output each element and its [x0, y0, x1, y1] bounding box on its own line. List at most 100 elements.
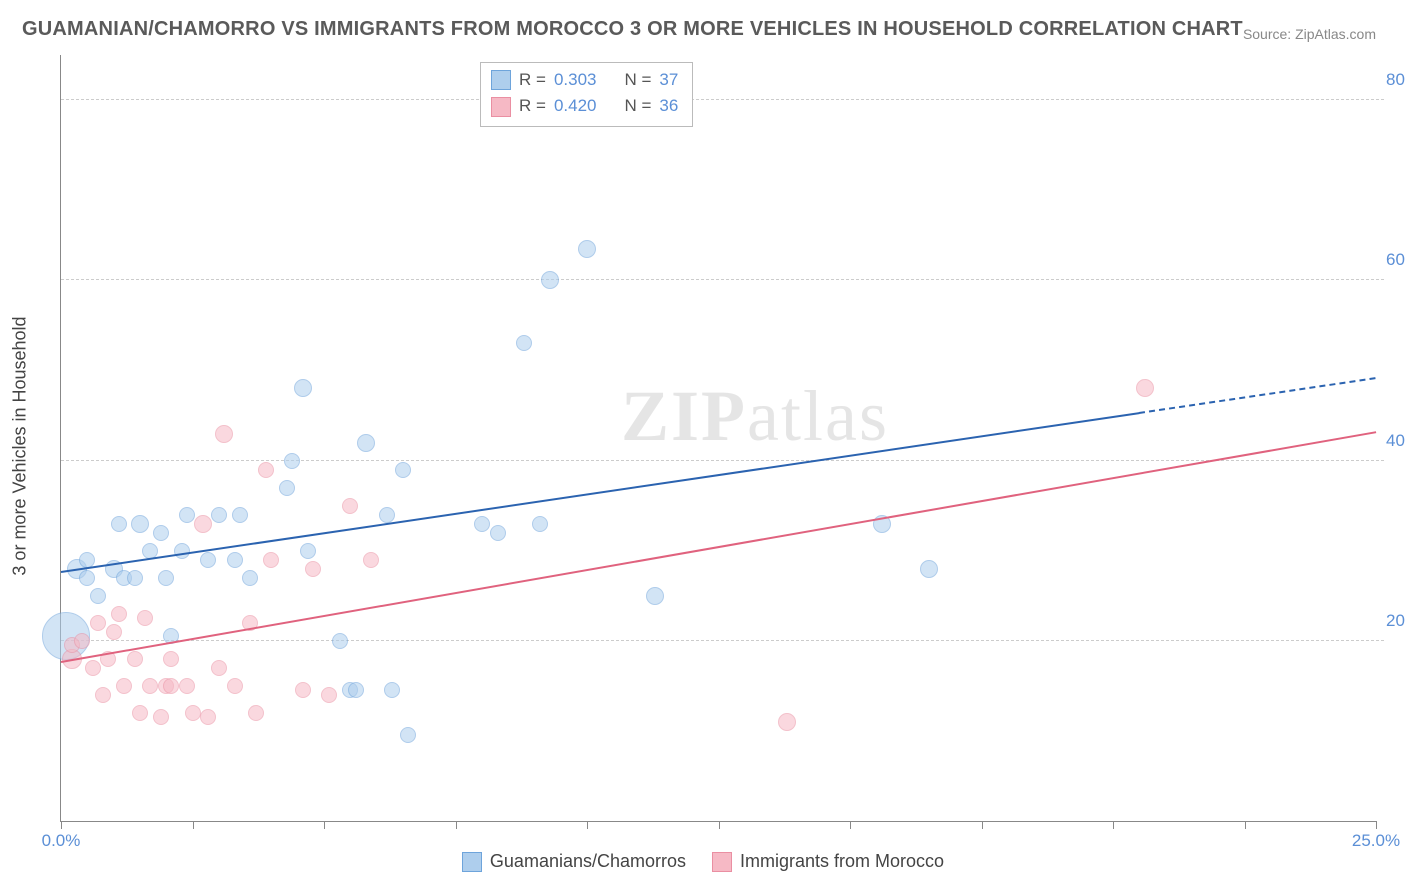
data-point-morocco — [142, 678, 158, 694]
data-point-guamanians — [920, 560, 938, 578]
x-tick — [324, 821, 325, 829]
r-label: R = — [519, 93, 546, 119]
data-point-morocco — [194, 515, 212, 533]
data-point-guamanians — [174, 543, 190, 559]
legend-label: Immigrants from Morocco — [740, 851, 944, 872]
n-label: N = — [624, 93, 651, 119]
trend-line-guamanians — [1139, 377, 1376, 414]
y-tick-label: 40.0% — [1386, 431, 1406, 451]
data-point-morocco — [163, 651, 179, 667]
data-point-guamanians — [646, 587, 664, 605]
data-point-guamanians — [200, 552, 216, 568]
legend: Guamanians/Chamorros Immigrants from Moro… — [0, 851, 1406, 872]
legend-item-morocco: Immigrants from Morocco — [712, 851, 944, 872]
data-point-guamanians — [400, 727, 416, 743]
data-point-morocco — [116, 678, 132, 694]
x-tick-label: 25.0% — [1352, 831, 1400, 851]
data-point-guamanians — [379, 507, 395, 523]
data-point-guamanians — [242, 570, 258, 586]
data-point-guamanians — [578, 240, 596, 258]
data-point-morocco — [95, 687, 111, 703]
data-point-morocco — [342, 498, 358, 514]
legend-swatch — [462, 852, 482, 872]
data-point-morocco — [263, 552, 279, 568]
n-label: N = — [624, 67, 651, 93]
source-prefix: Source: — [1243, 26, 1295, 42]
data-point-guamanians — [232, 507, 248, 523]
x-tick — [1113, 821, 1114, 829]
x-tick — [982, 821, 983, 829]
data-point-morocco — [127, 651, 143, 667]
data-point-guamanians — [357, 434, 375, 452]
stats-row-guamanians: R = 0.303 N = 37 — [491, 67, 678, 93]
data-point-morocco — [111, 606, 127, 622]
data-point-guamanians — [131, 515, 149, 533]
data-point-morocco — [211, 660, 227, 676]
data-point-morocco — [179, 678, 195, 694]
scatter-chart: ZIPatlas 20.0%40.0%60.0%80.0%0.0%25.0% — [60, 55, 1376, 822]
data-point-guamanians — [541, 271, 559, 289]
data-point-guamanians — [90, 588, 106, 604]
y-axis-title: 3 or more Vehicles in Household — [10, 316, 31, 575]
data-point-morocco — [200, 709, 216, 725]
data-point-morocco — [163, 678, 179, 694]
data-point-morocco — [215, 425, 233, 443]
watermark-atlas: atlas — [747, 376, 889, 456]
gridline-h — [61, 279, 1384, 280]
r-value: 0.420 — [554, 93, 597, 119]
data-point-morocco — [248, 705, 264, 721]
n-value: 36 — [659, 93, 678, 119]
source-attribution: Source: ZipAtlas.com — [1243, 26, 1376, 42]
data-point-guamanians — [111, 516, 127, 532]
data-point-guamanians — [332, 633, 348, 649]
data-point-morocco — [1136, 379, 1154, 397]
x-tick — [587, 821, 588, 829]
data-point-morocco — [185, 705, 201, 721]
data-point-guamanians — [384, 682, 400, 698]
data-point-morocco — [153, 709, 169, 725]
legend-swatch — [712, 852, 732, 872]
data-point-guamanians — [532, 516, 548, 532]
data-point-morocco — [137, 610, 153, 626]
y-tick-label: 80.0% — [1386, 70, 1406, 90]
legend-swatch — [491, 70, 511, 90]
data-point-morocco — [132, 705, 148, 721]
data-point-guamanians — [490, 525, 506, 541]
legend-item-guamanians: Guamanians/Chamorros — [462, 851, 686, 872]
data-point-guamanians — [227, 552, 243, 568]
data-point-guamanians — [294, 379, 312, 397]
data-point-guamanians — [158, 570, 174, 586]
data-point-morocco — [106, 624, 122, 640]
data-point-guamanians — [79, 570, 95, 586]
source-link[interactable]: ZipAtlas.com — [1295, 26, 1376, 42]
data-point-guamanians — [284, 453, 300, 469]
data-point-guamanians — [211, 507, 227, 523]
x-tick — [850, 821, 851, 829]
x-tick — [1245, 821, 1246, 829]
data-point-guamanians — [474, 516, 490, 532]
y-tick-label: 20.0% — [1386, 611, 1406, 631]
data-point-guamanians — [279, 480, 295, 496]
data-point-morocco — [74, 633, 90, 649]
n-value: 37 — [659, 67, 678, 93]
gridline-h — [61, 99, 1384, 100]
data-point-morocco — [321, 687, 337, 703]
data-point-guamanians — [516, 335, 532, 351]
r-label: R = — [519, 67, 546, 93]
legend-label: Guamanians/Chamorros — [490, 851, 686, 872]
r-value: 0.303 — [554, 67, 597, 93]
x-tick — [719, 821, 720, 829]
data-point-morocco — [363, 552, 379, 568]
chart-title: GUAMANIAN/CHAMORRO VS IMMIGRANTS FROM MO… — [22, 18, 1243, 41]
data-point-guamanians — [395, 462, 411, 478]
x-tick — [193, 821, 194, 829]
legend-swatch — [491, 97, 511, 117]
x-tick-label: 0.0% — [42, 831, 81, 851]
data-point-guamanians — [300, 543, 316, 559]
x-tick — [456, 821, 457, 829]
x-tick — [61, 821, 62, 829]
watermark-zip: ZIP — [621, 376, 747, 456]
correlation-stats-box: R = 0.303 N = 37 R = 0.420 N = 36 — [480, 62, 693, 127]
x-tick — [1376, 821, 1377, 829]
data-point-guamanians — [179, 507, 195, 523]
